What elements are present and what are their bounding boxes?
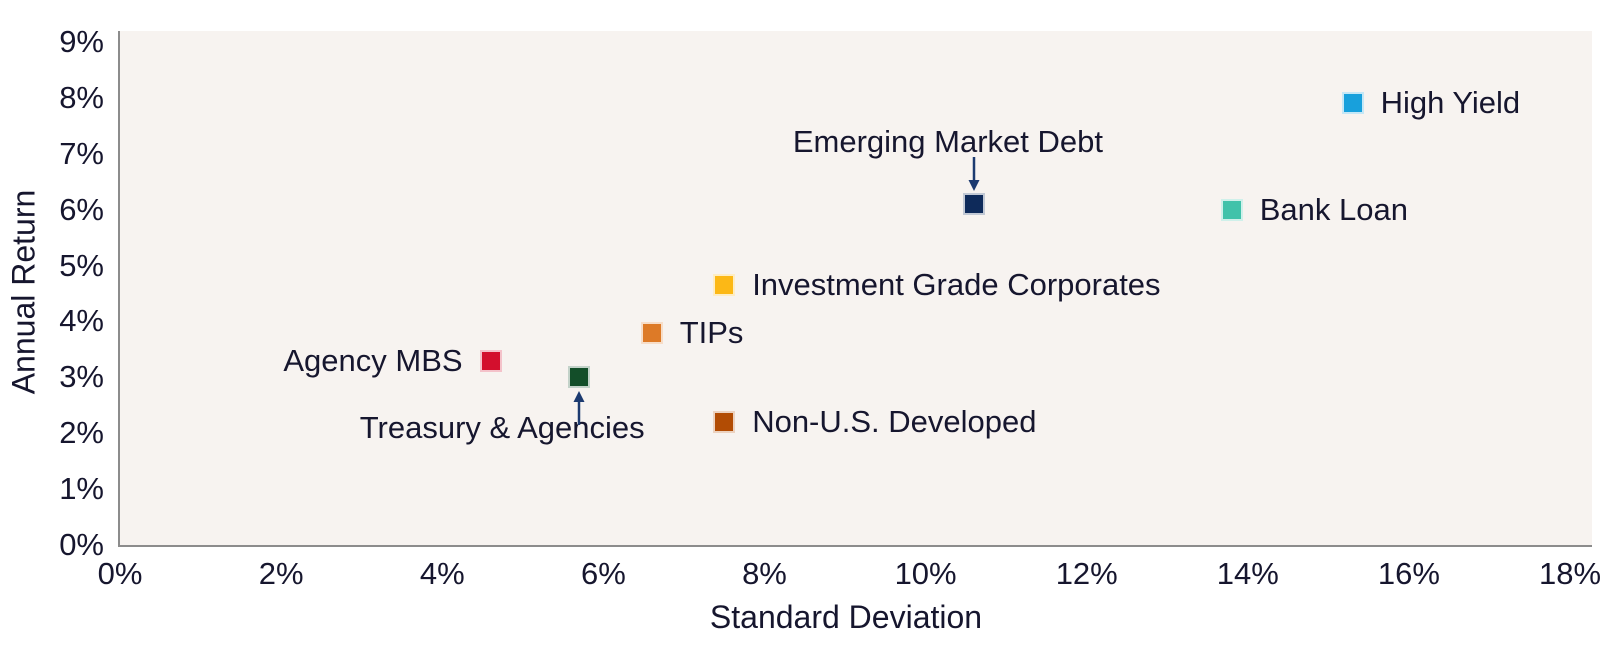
y-tick-label-7: 7%: [59, 135, 104, 171]
data-point-label-bank-loan: Bank Loan: [1259, 191, 1408, 227]
data-point-agency-mbs: [479, 349, 502, 372]
x-tick-label-2: 2%: [258, 556, 304, 591]
arrow-down-icon: [968, 157, 980, 191]
x-tick-label-4: 4%: [419, 556, 465, 591]
data-point-label-agency-mbs: Agency MBS: [283, 342, 463, 378]
data-point-treasury-agencies: [568, 366, 591, 389]
x-axis-title: Standard Deviation: [709, 599, 983, 635]
data-point-label-investment-grade-corporates: Investment Grade Corporates: [752, 267, 1161, 303]
x-tick-label-14: 14%: [1216, 556, 1279, 591]
y-tick-label-4: 4%: [59, 303, 104, 339]
x-tick-label-0: 0%: [97, 556, 143, 591]
x-tick-label-6: 6%: [580, 556, 626, 591]
x-tick-label-18: 18%: [1539, 556, 1600, 591]
data-point-emerging-market-debt: [962, 193, 985, 215]
data-point-investment-grade-corporates: [713, 274, 736, 297]
x-tick-label-12: 12%: [1055, 556, 1118, 591]
y-tick-label-1: 1%: [59, 471, 104, 507]
data-point-bank-loan: [1220, 198, 1243, 221]
data-point-high-yield: [1341, 92, 1364, 115]
x-tick-label-10: 10%: [894, 556, 957, 591]
x-tick-label-16: 16%: [1377, 556, 1440, 591]
y-axis-line: [118, 31, 120, 547]
y-tick-label-6: 6%: [59, 191, 104, 227]
data-point-label-non-u-s-developed: Non-U.S. Developed: [752, 404, 1037, 440]
data-point-label-emerging-market-debt: Emerging Market Debt: [792, 124, 1103, 159]
x-tick-label-8: 8%: [742, 556, 787, 591]
y-tick-label-5: 5%: [59, 247, 104, 283]
y-tick-label-8: 8%: [59, 79, 104, 115]
data-point-label-high-yield: High Yield: [1380, 85, 1521, 121]
arrow-up-icon: [573, 391, 585, 426]
y-tick-label-2: 2%: [59, 415, 104, 451]
y-tick-label-9: 9%: [59, 23, 104, 59]
plot-area: [120, 31, 1592, 545]
data-point-tips: [640, 321, 663, 344]
data-point-non-u-s-developed: [713, 411, 736, 434]
data-point-label-tips: TIPs: [679, 314, 744, 350]
x-axis-line: [118, 545, 1592, 547]
y-tick-label-3: 3%: [59, 359, 104, 395]
data-point-label-treasury-agencies: Treasury & Agencies: [359, 410, 645, 446]
y-tick-label-0: 0%: [59, 527, 104, 562]
